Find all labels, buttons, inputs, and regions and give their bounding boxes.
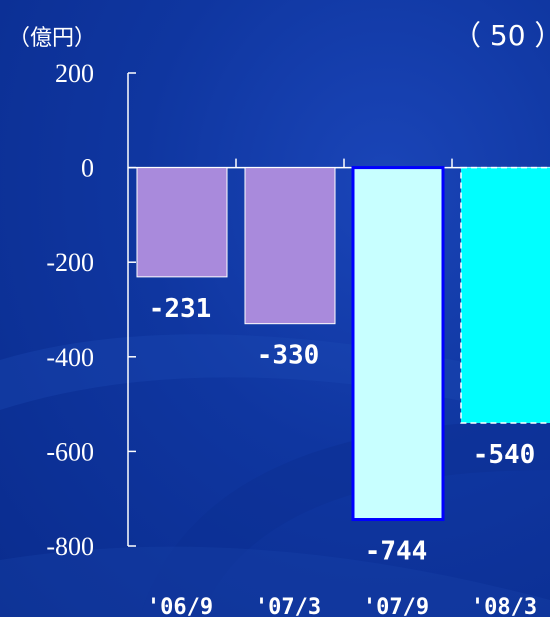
x-tick-label-2: '07/9 bbox=[363, 595, 429, 617]
data-label-3: -540 bbox=[473, 440, 536, 470]
y-tick-label-5: -800 bbox=[46, 532, 94, 561]
bar-1 bbox=[244, 167, 336, 325]
y-tick-label-0: 200 bbox=[55, 59, 94, 88]
bar-2 bbox=[351, 166, 445, 522]
data-label-1: -330 bbox=[257, 341, 320, 371]
annotation-label: （ 50 ） bbox=[453, 19, 550, 52]
y-tick-label-1: 0 bbox=[81, 154, 94, 183]
bar-3 bbox=[460, 166, 550, 424]
data-label-2: -744 bbox=[365, 537, 428, 567]
y-tick-label-2: -200 bbox=[46, 248, 94, 277]
y-tick-label-3: -400 bbox=[46, 343, 94, 372]
x-tick-label-3: '08/3 bbox=[471, 595, 537, 617]
y-tick-label-4: -600 bbox=[46, 437, 94, 466]
bar-0 bbox=[136, 167, 228, 278]
data-label-0: -231 bbox=[149, 294, 212, 324]
x-tick-label-0: '06/9 bbox=[147, 595, 213, 617]
x-tick-label-1: '07/3 bbox=[255, 595, 321, 617]
unit-label: （億円） bbox=[8, 26, 97, 51]
